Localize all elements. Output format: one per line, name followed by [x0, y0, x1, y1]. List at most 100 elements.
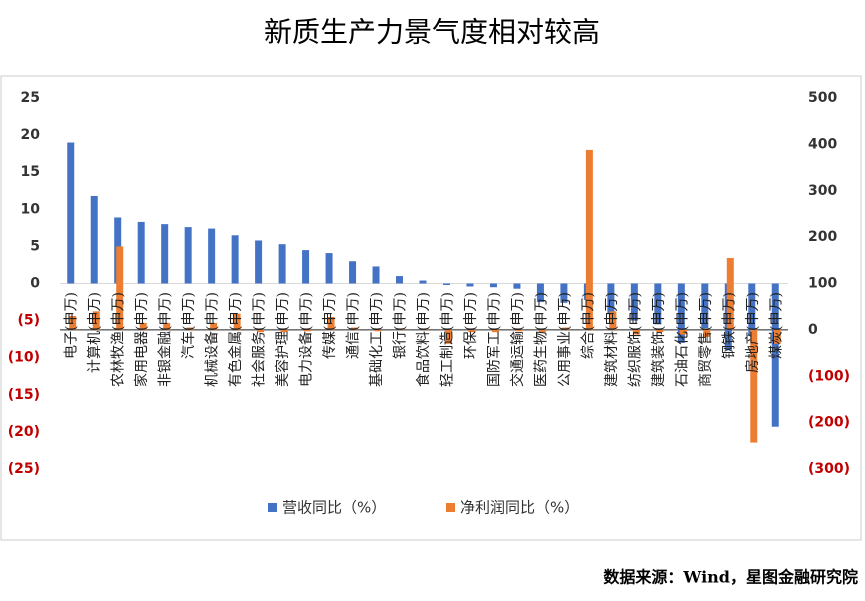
- bar: [748, 283, 756, 336]
- bar: [607, 283, 615, 314]
- x-tick-label: 轻工制造(申万): [439, 292, 455, 387]
- bar: [327, 316, 335, 330]
- bar: [701, 283, 709, 329]
- bar: [560, 283, 568, 303]
- bar: [444, 329, 452, 344]
- bar: [773, 329, 781, 344]
- bar: [630, 283, 638, 321]
- bar: [489, 283, 497, 288]
- bar: [419, 280, 427, 284]
- x-tick-label: 汽车(申万): [180, 292, 197, 359]
- legend-label: 营收同比（%）: [282, 499, 386, 517]
- y2-tick-label: 100: [808, 276, 837, 292]
- bar: [513, 283, 521, 289]
- bar: [585, 149, 593, 330]
- bar: [280, 329, 288, 333]
- bar: [538, 329, 546, 333]
- frame: [0, 75, 862, 541]
- bar: [278, 244, 286, 284]
- bar: [372, 266, 380, 284]
- y-tick-label: (25): [8, 461, 40, 477]
- x-tick-label: 电力设备(申万): [298, 292, 315, 387]
- bar: [231, 235, 239, 284]
- bar: [186, 327, 194, 330]
- x-tick-label: 石油石化(申万): [674, 292, 690, 387]
- bar: [137, 221, 145, 284]
- x-tick-label: 银行(申万): [393, 292, 409, 359]
- bar: [750, 329, 758, 443]
- y-tick-label: 5: [30, 238, 40, 254]
- x-tick-label: 计算机(申万): [87, 292, 103, 373]
- y2-tick-label: 0: [808, 322, 818, 338]
- legend-label: 净利润同比（%）: [460, 499, 579, 517]
- x-tick-label: 有色金属(申万): [227, 292, 244, 387]
- x-tick-label: 综合(申万): [580, 292, 596, 359]
- y2-tick-label: 200: [808, 229, 837, 245]
- bar: [466, 283, 474, 287]
- x-tick-label: 建筑材料(申万): [604, 292, 620, 387]
- y-tick-label: 10: [21, 201, 41, 217]
- bar: [302, 250, 310, 284]
- bar: [703, 329, 711, 337]
- bar: [515, 329, 523, 332]
- x-tick-label: 美容护理(申万): [274, 292, 291, 387]
- x-tick-label: 医药生物(申万): [533, 292, 549, 387]
- x-tick-label: 公用事业(申万): [557, 292, 573, 387]
- x-tick-label: 纺织服饰(申万): [627, 292, 643, 387]
- bar: [90, 195, 98, 284]
- bar: [771, 283, 779, 427]
- x-tick-label: 钢铁(申万): [721, 292, 737, 359]
- bar: [210, 322, 218, 330]
- x-tick-label: 非银金融(申万): [158, 292, 174, 387]
- bar: [116, 246, 124, 330]
- legend-swatch: [268, 503, 277, 512]
- bar: [468, 329, 476, 333]
- chart-title: 新质生产力景气度相对较高: [264, 16, 600, 49]
- bar: [304, 329, 312, 332]
- bar: [491, 329, 499, 333]
- y-tick-label: (15): [8, 387, 40, 403]
- bar: [398, 328, 406, 330]
- bar: [374, 329, 382, 332]
- bar: [139, 322, 147, 330]
- x-tick-label: 家用电器(申万): [133, 292, 150, 387]
- bar: [257, 329, 265, 333]
- bar: [349, 261, 357, 284]
- bar: [632, 329, 640, 335]
- x-tick-label: 房地产(申万): [745, 292, 761, 373]
- bar: [184, 227, 192, 284]
- bar: [536, 283, 544, 303]
- y2-tick-label: (100): [808, 368, 850, 384]
- y-tick-label: (20): [8, 424, 40, 440]
- bar: [656, 329, 664, 333]
- bar: [233, 313, 241, 330]
- x-tick-label: 通信(申万): [346, 292, 362, 359]
- bar: [255, 240, 263, 284]
- y-tick-label: 15: [21, 164, 40, 180]
- source: 数据来源：Wind，星图金融研究院: [603, 568, 858, 587]
- x-tick-label: 商贸零售(申万): [698, 292, 714, 387]
- bar: [396, 276, 404, 284]
- x-tick-label: 建筑装饰(申万): [651, 292, 667, 387]
- y-tick-label: (10): [8, 350, 40, 366]
- x-tick-label: 煤炭(申万): [768, 292, 784, 359]
- bar: [351, 327, 359, 330]
- x-tick-label: 机械设备(申万): [204, 292, 221, 387]
- y-tick-label: 20: [21, 127, 41, 143]
- x-tick-label: 食品饮料(申万): [415, 292, 432, 387]
- x-tick-label: 电子(申万): [64, 292, 80, 359]
- bar: [325, 253, 333, 284]
- bar: [69, 315, 77, 330]
- bar: [442, 283, 450, 285]
- x-tick-label: 国防军工(申万): [486, 292, 502, 387]
- bar: [726, 257, 734, 330]
- bar: [654, 283, 662, 325]
- x-tick-label: 农林牧渔(申万): [111, 292, 127, 387]
- x-tick-label: 传媒(申万): [322, 292, 338, 359]
- y-tick-label: (5): [17, 313, 40, 329]
- bar: [421, 328, 429, 330]
- bar: [67, 142, 75, 284]
- bar: [208, 228, 216, 284]
- bar: [163, 322, 171, 330]
